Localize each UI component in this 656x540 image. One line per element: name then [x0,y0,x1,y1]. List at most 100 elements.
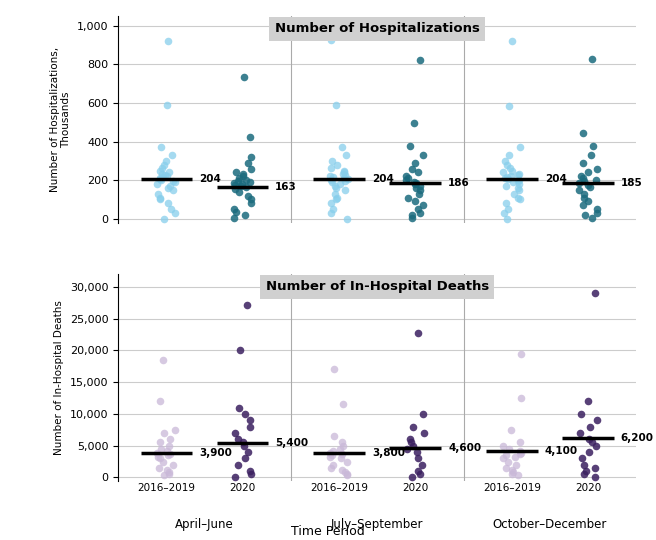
Point [246,199,256,208]
Point [405,435,416,444]
Text: 6,200: 6,200 [621,433,654,443]
Point [337,450,348,458]
Point [341,151,352,159]
Point [503,102,514,110]
Point [238,441,249,450]
Point [234,174,244,183]
Point [504,444,515,453]
Point [407,211,417,219]
Point [229,205,239,213]
Point [336,454,346,463]
Point [165,450,175,458]
Point [408,422,419,431]
Point [170,178,180,186]
Point [230,181,241,190]
Point [231,208,241,217]
Point [163,168,174,177]
Point [167,461,178,469]
Point [513,171,523,180]
Point [514,185,524,194]
Point [338,170,348,179]
Point [165,435,175,444]
Point [413,168,423,177]
Point [586,213,597,222]
Point [155,175,166,184]
Point [246,164,256,173]
Point [515,450,525,458]
Point [413,205,423,213]
Point [507,166,518,175]
Point [574,179,584,187]
Point [343,175,354,184]
Point [407,441,418,450]
Point [583,397,594,406]
Point [230,472,240,481]
Point [578,174,588,183]
Point [161,172,172,180]
Point [415,470,425,478]
Point [236,181,247,190]
Point [586,151,596,159]
Point [243,191,254,200]
Point [228,179,239,187]
Point [158,356,169,364]
Point [415,185,425,194]
Point [408,119,419,127]
Point [516,349,526,358]
Point [245,153,256,161]
Point [233,461,243,469]
Point [499,174,510,183]
Text: 186: 186 [448,178,470,188]
Point [329,365,339,374]
Point [327,157,337,165]
Point [501,463,512,472]
Point [503,175,514,184]
Point [590,289,600,298]
Text: 204: 204 [372,174,394,184]
Point [592,208,602,217]
Point [588,142,598,151]
Point [246,195,256,204]
Point [514,170,524,179]
Point [499,208,509,217]
Point [413,467,423,475]
Point [504,151,514,159]
Point [407,164,417,173]
Point [507,37,518,45]
Point [165,205,176,213]
Point [325,36,336,45]
Point [152,453,163,461]
Y-axis label: Number of Hospitalizations,
Thousands: Number of Hospitalizations, Thousands [50,47,72,192]
Point [502,173,512,181]
Point [335,180,345,188]
Point [240,454,251,463]
Point [158,457,169,466]
Point [237,172,248,180]
Point [516,448,526,457]
Point [245,132,255,141]
Point [228,213,239,222]
Point [234,403,245,412]
Point [340,177,350,185]
Point [501,451,511,460]
Point [342,214,352,223]
Point [339,468,350,477]
Point [340,171,350,180]
Point [401,172,411,180]
Text: 3,900: 3,900 [199,448,232,458]
Text: 185: 185 [621,178,642,188]
Point [419,429,430,437]
Point [338,168,349,177]
Point [326,163,337,172]
Point [411,179,421,187]
Point [164,469,174,478]
Point [152,448,163,457]
Point [587,55,598,63]
Point [497,168,508,177]
Text: 204: 204 [199,174,221,184]
Point [161,100,172,109]
Point [411,184,422,192]
Point [502,457,513,466]
Text: 163: 163 [276,183,297,192]
Point [231,168,241,177]
